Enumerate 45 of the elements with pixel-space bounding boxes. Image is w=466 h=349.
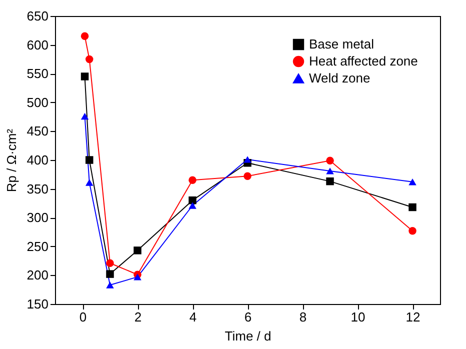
point (188, 202, 196, 209)
point (244, 156, 252, 163)
x-tick-label: 0 (79, 310, 87, 324)
x-tick-label: 8 (299, 310, 307, 324)
y-tick-label: 450 (26, 124, 48, 139)
y-tick-label: 200 (26, 268, 48, 283)
point (188, 176, 196, 184)
point (408, 203, 416, 212)
legend-label: Heat affected zone (309, 54, 418, 68)
point (86, 156, 94, 164)
point (106, 270, 114, 278)
x-tick-label: 6 (244, 310, 252, 324)
y-tick-label: 350 (26, 181, 48, 196)
point (244, 172, 252, 180)
point (86, 55, 94, 64)
point (408, 178, 416, 186)
point (86, 179, 94, 186)
x-tick-label: 4 (189, 310, 197, 324)
x-tick-label: 2 (134, 310, 142, 324)
y-tick-label: 500 (26, 94, 48, 110)
y-tick-label: 600 (26, 37, 48, 52)
y-tick-label: 550 (26, 66, 48, 82)
x-axis-title: Time / d (224, 328, 272, 344)
legend-label: Base metal (309, 36, 374, 52)
y-axis-title: Rp / Ω·cm² (4, 128, 19, 192)
y-tick-label: 250 (26, 238, 48, 254)
y-tick-label: 400 (26, 152, 48, 168)
y-tick-label: 150 (26, 296, 48, 312)
point (326, 168, 334, 174)
point (188, 196, 196, 204)
point (134, 274, 142, 280)
x-tick-label: 12 (406, 310, 420, 324)
point (80, 32, 89, 40)
point (326, 156, 334, 164)
y-tick-label: 300 (26, 210, 48, 226)
legend-label: Weld zone (309, 70, 370, 86)
point (80, 72, 89, 80)
point (80, 112, 89, 120)
x-tick-label: 10 (350, 310, 366, 324)
point (106, 282, 114, 288)
point (134, 246, 142, 254)
point (408, 226, 416, 235)
point (106, 259, 114, 267)
y-tick-label: 650 (26, 8, 48, 24)
point (326, 177, 334, 186)
